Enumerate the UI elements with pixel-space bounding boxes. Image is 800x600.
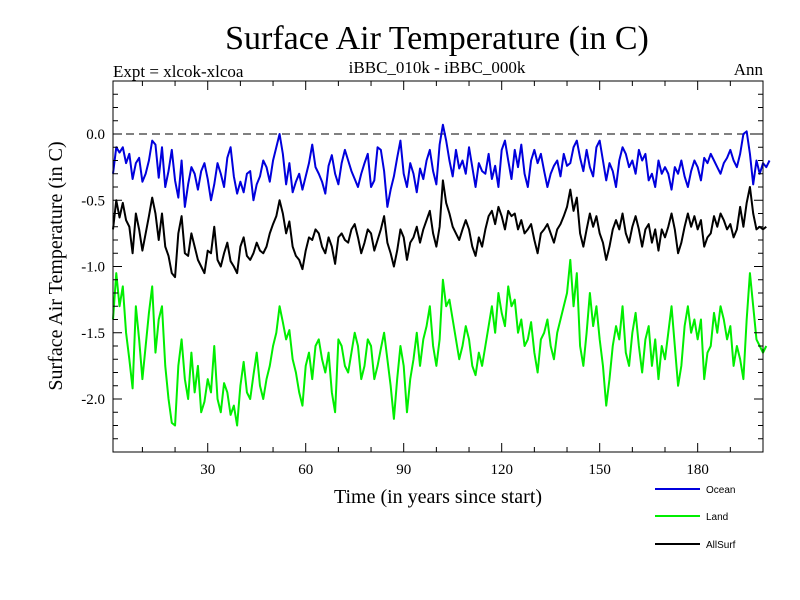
legend-label-land: Land xyxy=(706,512,728,523)
chart-title: Surface Air Temperature (in C) xyxy=(225,20,649,57)
ticks-layer: 30 60 90 120 150 180 0.0 -0.5 -1.0 -1.5 -2.0 xyxy=(81,81,763,478)
y-tick-label: -0.5 xyxy=(81,193,105,209)
series-line-allsurf xyxy=(112,179,767,279)
y-axis-label: Surface Air Temperature (in C) xyxy=(45,141,67,390)
legend: Ocean Land AllSurf xyxy=(655,485,736,551)
x-tick-label: 30 xyxy=(200,462,215,478)
x-axis-label: Time (in years since start) xyxy=(334,486,542,508)
x-tick-label: 90 xyxy=(396,462,411,478)
x-tick-label: 120 xyxy=(490,462,513,478)
y-tick-label: -1.5 xyxy=(81,326,105,342)
legend-label-ocean: Ocean xyxy=(706,485,735,496)
x-tick-label: 60 xyxy=(298,462,313,478)
experiment-label: Expt = xlcok-xlcoa xyxy=(113,62,244,81)
legend-label-allsurf: AllSurf xyxy=(706,540,736,551)
x-tick-label: 180 xyxy=(686,462,709,478)
series-line-land xyxy=(112,258,768,427)
y-tick-label: -1.0 xyxy=(81,260,105,276)
series-line-ocean xyxy=(112,123,771,208)
y-tick-label: 0.0 xyxy=(86,127,105,143)
run-comparison-label: iBBC_010k - iBBC_000k xyxy=(349,58,526,77)
series-layer xyxy=(112,123,771,427)
y-tick-label: -2.0 xyxy=(81,392,105,408)
x-tick-label: 150 xyxy=(588,462,611,478)
season-label: Ann xyxy=(734,60,764,79)
